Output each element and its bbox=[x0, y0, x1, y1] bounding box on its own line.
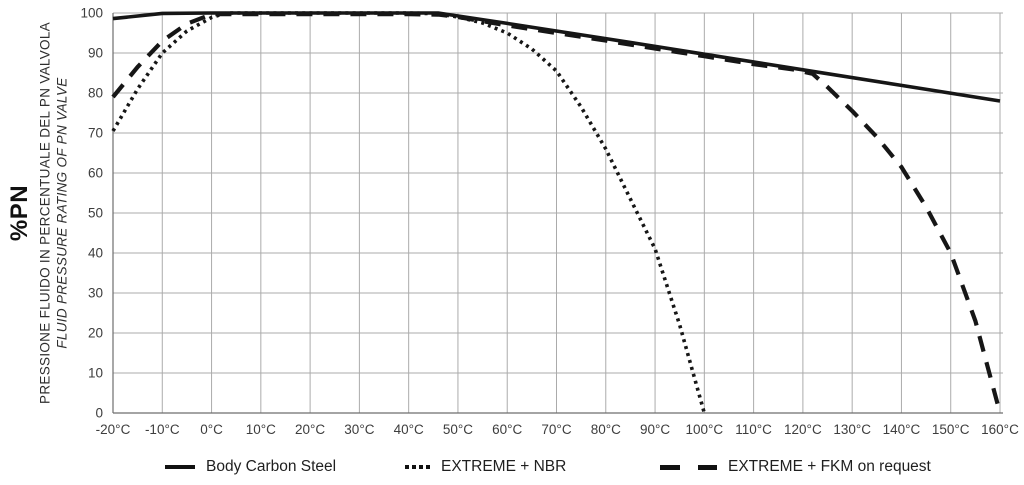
x-tick-label: 40°C bbox=[394, 422, 424, 437]
x-tick-label: 120°C bbox=[784, 422, 822, 437]
x-tick-label: 20°C bbox=[295, 422, 325, 437]
dotted-line-swatch-icon bbox=[405, 465, 430, 469]
x-tick-label: -20°C bbox=[96, 422, 131, 437]
y-tick-label: 90 bbox=[88, 46, 103, 61]
y-tick-label: 20 bbox=[88, 326, 103, 341]
x-tick-label: 100°C bbox=[685, 422, 723, 437]
x-tick-label: 80°C bbox=[591, 422, 621, 437]
x-tick-label: 130°C bbox=[833, 422, 871, 437]
y-tick-label: 100 bbox=[80, 6, 103, 21]
x-tick-label: 70°C bbox=[541, 422, 571, 437]
solid-line-swatch-icon bbox=[165, 465, 195, 469]
x-tick-label: 30°C bbox=[344, 422, 374, 437]
x-tick-label: -10°C bbox=[145, 422, 180, 437]
x-tick-label: 90°C bbox=[640, 422, 670, 437]
legend-item-extreme-nbr: EXTREME + NBR bbox=[405, 452, 566, 482]
dashed-line-swatch-icon bbox=[660, 464, 717, 470]
x-tick-label: 10°C bbox=[246, 422, 276, 437]
x-tick-label: 140°C bbox=[883, 422, 921, 437]
x-tick-label: 50°C bbox=[443, 422, 473, 437]
x-tick-label: 0°C bbox=[200, 422, 223, 437]
legend-item-body-carbon-steel: Body Carbon Steel bbox=[165, 452, 336, 482]
x-tick-label: 150°C bbox=[932, 422, 970, 437]
legend: Body Carbon Steel EXTREME + NBR EXTREME … bbox=[0, 452, 1024, 482]
y-tick-label: 50 bbox=[88, 206, 103, 221]
plot-area: 0 10 20 30 40 50 60 70 80 90 100 -20°C -10°C 0°C 10°C 2… bbox=[80, 6, 1019, 438]
x-tick-label: 60°C bbox=[492, 422, 522, 437]
y-tick-label: 30 bbox=[88, 286, 103, 301]
y-tick-label: 60 bbox=[88, 166, 103, 181]
y-tick-label: 0 bbox=[95, 406, 103, 421]
x-tick-label: 110°C bbox=[735, 422, 772, 437]
legend-label: EXTREME + NBR bbox=[441, 458, 567, 475]
series-line-body-carbon-steel bbox=[112, 11, 1001, 103]
x-tick-label: 160°C bbox=[981, 422, 1019, 437]
legend-label: EXTREME + FKM on request bbox=[728, 458, 931, 475]
y-tick-label: 80 bbox=[88, 86, 103, 101]
y-tick-label: 10 bbox=[88, 366, 103, 381]
y-tick-label: 40 bbox=[88, 246, 103, 261]
legend-item-extreme-fkm: EXTREME + FKM on request bbox=[660, 452, 931, 482]
y-tick-label: 70 bbox=[88, 126, 103, 141]
legend-label: Body Carbon Steel bbox=[206, 458, 337, 475]
